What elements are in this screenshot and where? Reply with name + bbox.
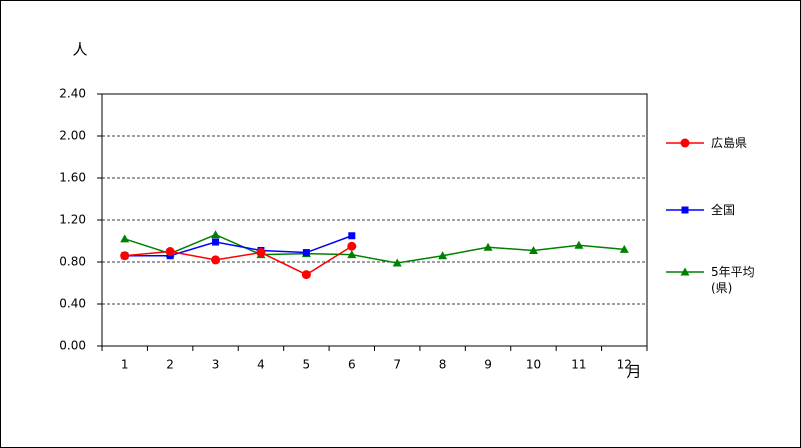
series-line: [124, 233, 625, 264]
y-tick-label: 0.40: [59, 297, 86, 311]
point: [348, 232, 356, 240]
point: [347, 241, 357, 251]
point: [680, 267, 690, 276]
point: [392, 258, 402, 267]
x-tick-label: 1: [121, 358, 129, 372]
legend-label: 全国: [711, 203, 736, 217]
point: [120, 251, 130, 261]
point: [438, 251, 448, 260]
point: [212, 238, 220, 246]
y-tick-label: 2.00: [59, 129, 86, 143]
point: [211, 255, 221, 265]
point: [256, 248, 266, 258]
point: [681, 206, 689, 214]
legend-label: 広島県: [711, 136, 748, 150]
x-axis-label: 月: [626, 363, 641, 381]
point: [120, 234, 130, 243]
legend-label: 5年平均(県): [711, 265, 755, 295]
point: [574, 240, 584, 249]
point: [211, 230, 221, 239]
y-tick-label: 1.60: [59, 171, 86, 185]
point: [301, 270, 311, 280]
point: [302, 249, 310, 257]
y-tick-label: 2.40: [59, 87, 86, 101]
y-axis-label: 人: [72, 41, 87, 59]
x-tick-label: 7: [393, 358, 401, 372]
x-tick-label: 5: [303, 358, 311, 372]
series-line: [124, 235, 353, 257]
point: [165, 247, 175, 256]
series-line: [124, 245, 353, 276]
x-tick-label: 2: [166, 358, 174, 372]
x-tick-label: 10: [526, 358, 541, 372]
point: [528, 245, 538, 254]
x-tick-label: 9: [484, 358, 492, 372]
x-tick-label: 12: [617, 358, 632, 372]
x-tick-label: 8: [439, 358, 447, 372]
point: [680, 138, 690, 148]
y-tick-label: 0.00: [59, 339, 86, 353]
point: [483, 242, 493, 251]
x-tick-label: 11: [571, 358, 586, 372]
y-tick-label: 0.80: [59, 255, 86, 269]
point: [619, 244, 629, 253]
x-tick-label: 6: [348, 358, 356, 372]
point: [347, 250, 357, 259]
x-tick-label: 4: [257, 358, 265, 372]
x-tick-label: 3: [212, 358, 220, 372]
y-tick-label: 1.20: [59, 213, 86, 227]
